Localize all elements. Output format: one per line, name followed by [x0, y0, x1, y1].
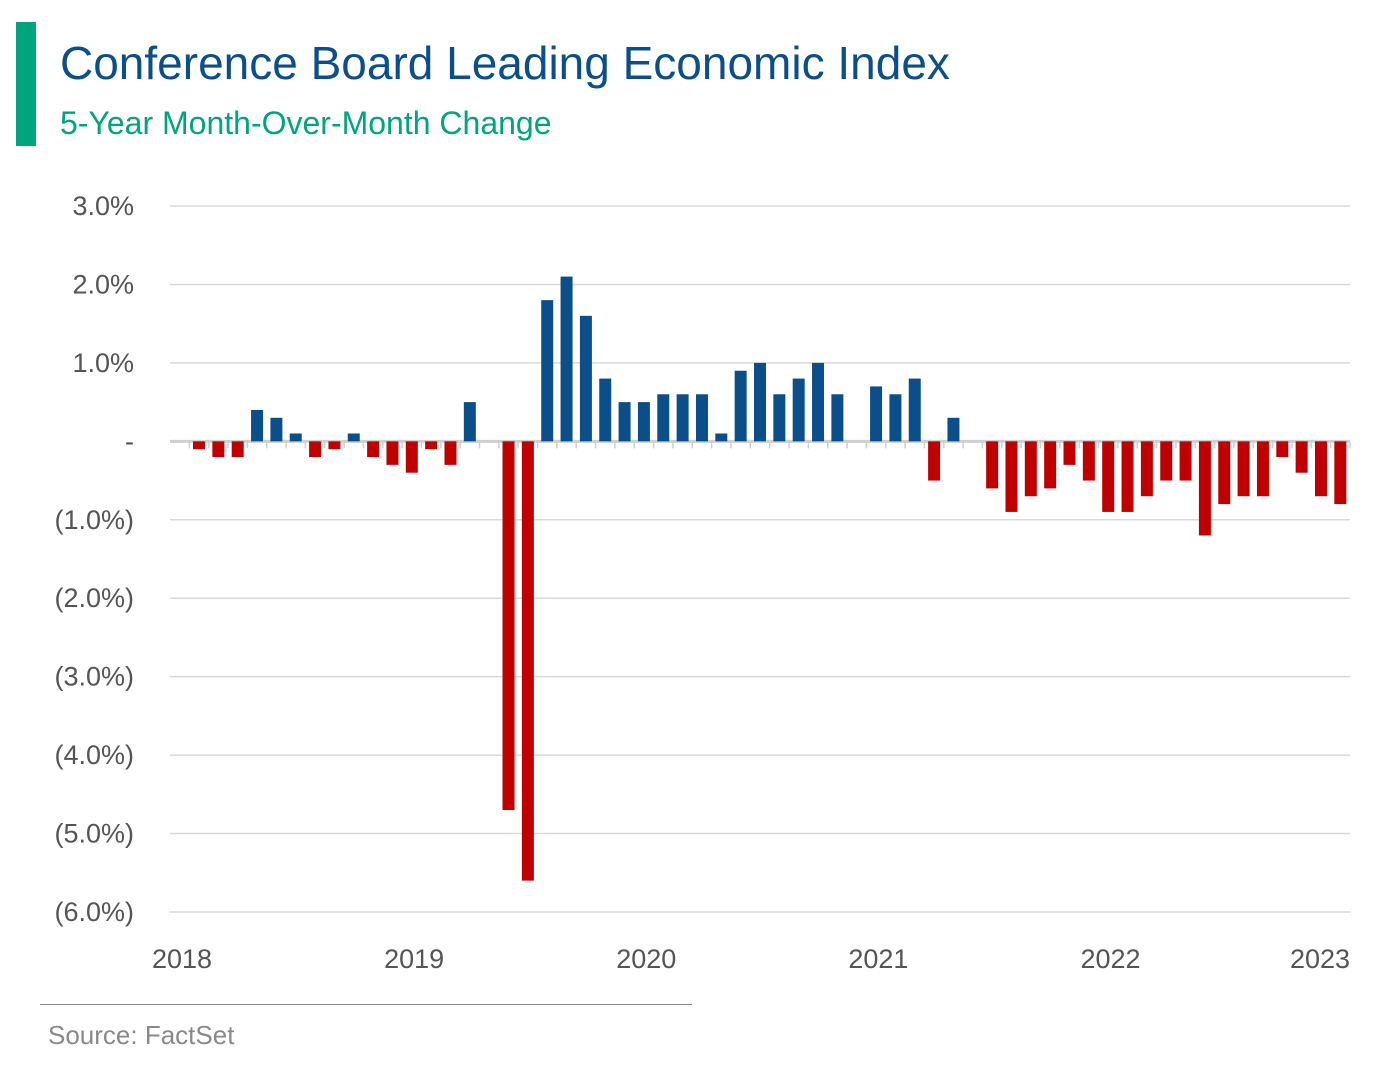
chart-title: Conference Board Leading Economic Index — [60, 37, 950, 89]
bar — [212, 441, 225, 458]
bar — [579, 315, 592, 442]
x-tick-label: 2019 — [384, 944, 444, 974]
bar — [792, 378, 805, 442]
bar — [444, 441, 457, 465]
bar — [1314, 441, 1327, 497]
bar — [908, 378, 921, 442]
bar — [1024, 441, 1037, 497]
y-tick-label: 3.0% — [72, 191, 134, 221]
bar — [1005, 441, 1018, 512]
bar — [1276, 441, 1289, 458]
bar — [637, 402, 650, 442]
bar — [1295, 441, 1308, 473]
bar — [947, 417, 960, 442]
bar — [502, 441, 515, 811]
bar — [1102, 441, 1115, 512]
bar — [270, 417, 283, 442]
bar — [1198, 441, 1211, 536]
y-tick-label: (6.0%) — [54, 897, 134, 927]
bar — [1218, 441, 1231, 505]
x-tick-label: 2022 — [1080, 944, 1140, 974]
bar — [425, 441, 438, 450]
bar — [1160, 441, 1173, 481]
bar — [521, 441, 534, 881]
x-tick-label: 2018 — [152, 944, 212, 974]
bar — [1237, 441, 1250, 497]
bar — [734, 370, 747, 442]
bar — [986, 441, 999, 489]
bar — [289, 433, 302, 442]
source-divider — [40, 1004, 692, 1005]
bar — [1140, 441, 1153, 497]
bar — [1334, 441, 1347, 505]
bar — [695, 394, 708, 442]
bar — [309, 441, 322, 458]
bar — [251, 409, 264, 442]
title-accent-bar — [16, 22, 36, 146]
bar — [831, 394, 844, 442]
x-tick-label: 2021 — [848, 944, 908, 974]
bar — [657, 394, 670, 442]
bar — [193, 441, 206, 450]
bar — [231, 441, 244, 458]
bar — [1044, 441, 1057, 489]
bar — [386, 441, 399, 465]
bar — [328, 441, 341, 450]
bar — [870, 386, 883, 442]
source-note: Source: FactSet — [48, 1020, 235, 1050]
bar — [715, 433, 728, 442]
bar — [1082, 441, 1095, 481]
bar — [560, 276, 573, 442]
x-tick-label: 2023 — [1290, 944, 1350, 974]
bar — [367, 441, 380, 458]
bar — [1121, 441, 1134, 512]
y-tick-label: 2.0% — [72, 269, 134, 299]
y-tick-label: - — [125, 426, 134, 456]
bar — [347, 433, 360, 442]
bar — [463, 402, 476, 442]
y-tick-label: 1.0% — [72, 348, 134, 378]
y-tick-label: (2.0%) — [54, 583, 134, 613]
x-tick-label: 2020 — [616, 944, 676, 974]
bar — [812, 362, 825, 442]
bar — [773, 394, 786, 442]
bar — [1179, 441, 1192, 481]
y-tick-label: (5.0%) — [54, 819, 134, 849]
y-tick-label: (1.0%) — [54, 505, 134, 535]
bar — [1256, 441, 1269, 497]
bar — [889, 394, 902, 442]
chart-subtitle: 5-Year Month-Over-Month Change — [60, 105, 552, 141]
bar — [928, 441, 941, 481]
bar — [676, 394, 689, 442]
y-tick-label: (4.0%) — [54, 740, 134, 770]
bar — [405, 441, 418, 473]
y-tick-label: (3.0%) — [54, 662, 134, 692]
bar — [1063, 441, 1076, 465]
bar — [541, 300, 554, 442]
bar — [754, 362, 766, 442]
bar — [618, 402, 631, 442]
bar — [599, 378, 612, 442]
